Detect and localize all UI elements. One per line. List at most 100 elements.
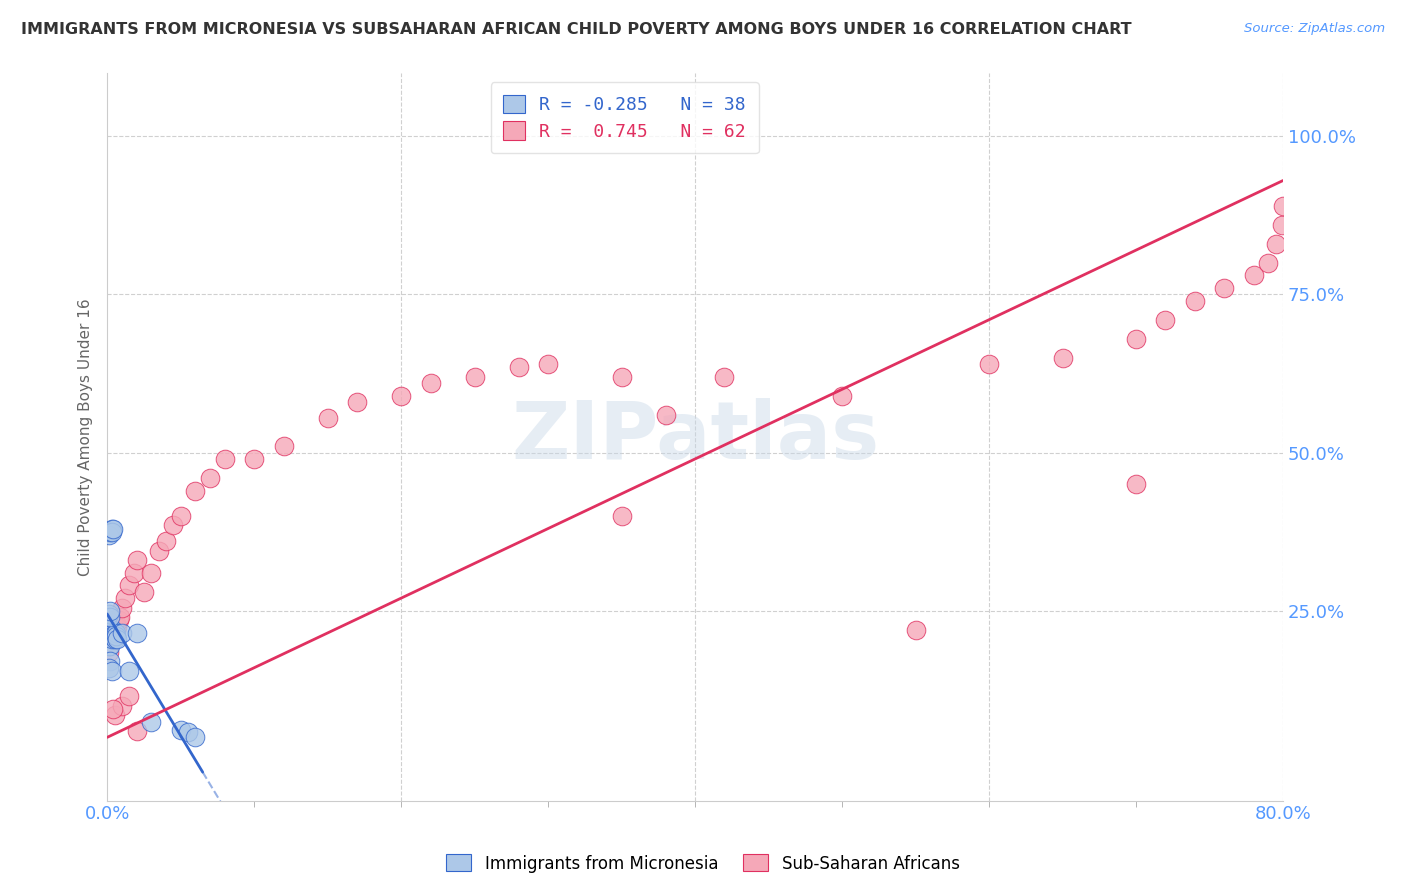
Point	[97, 629, 120, 643]
Point	[118, 578, 141, 592]
Point	[125, 626, 148, 640]
Point	[1264, 236, 1286, 251]
Point	[977, 357, 1000, 371]
Point	[1270, 218, 1292, 232]
Point	[177, 725, 200, 739]
Point	[831, 389, 853, 403]
Point	[100, 522, 122, 536]
Legend: Immigrants from Micronesia, Sub-Saharan Africans: Immigrants from Micronesia, Sub-Saharan …	[440, 847, 966, 880]
Point	[346, 395, 368, 409]
Point	[162, 518, 184, 533]
Point	[389, 389, 412, 403]
Point	[537, 357, 560, 371]
Point	[100, 623, 122, 637]
Point	[101, 626, 124, 640]
Point	[141, 714, 163, 729]
Y-axis label: Child Poverty Among Boys Under 16: Child Poverty Among Boys Under 16	[79, 298, 93, 575]
Point	[101, 629, 124, 643]
Point	[103, 708, 125, 723]
Point	[904, 623, 927, 637]
Point	[1125, 332, 1147, 346]
Point	[97, 661, 120, 675]
Point	[125, 553, 148, 567]
Point	[148, 543, 170, 558]
Point	[97, 626, 120, 640]
Point	[184, 731, 207, 745]
Point	[101, 623, 124, 637]
Point	[1184, 293, 1206, 308]
Point	[1052, 351, 1074, 365]
Point	[98, 623, 121, 637]
Point	[104, 616, 127, 631]
Point	[610, 508, 633, 523]
Point	[100, 632, 122, 647]
Point	[97, 528, 120, 542]
Point	[273, 439, 295, 453]
Point	[508, 360, 530, 375]
Point	[98, 629, 121, 643]
Point	[98, 655, 121, 669]
Point	[464, 369, 486, 384]
Point	[101, 522, 124, 536]
Point	[98, 604, 121, 618]
Point	[98, 524, 121, 539]
Point	[111, 698, 134, 713]
Point	[98, 626, 121, 640]
Point	[107, 632, 129, 647]
Point	[103, 626, 125, 640]
Point	[101, 613, 124, 627]
Point	[1272, 199, 1295, 213]
Point	[100, 626, 122, 640]
Point	[118, 664, 141, 678]
Point	[111, 600, 134, 615]
Point	[101, 702, 124, 716]
Point	[103, 632, 125, 647]
Point	[419, 376, 441, 390]
Text: IMMIGRANTS FROM MICRONESIA VS SUBSAHARAN AFRICAN CHILD POVERTY AMONG BOYS UNDER : IMMIGRANTS FROM MICRONESIA VS SUBSAHARAN…	[21, 22, 1132, 37]
Point	[103, 626, 125, 640]
Point	[111, 626, 134, 640]
Text: Source: ZipAtlas.com: Source: ZipAtlas.com	[1244, 22, 1385, 36]
Point	[132, 584, 155, 599]
Point	[184, 483, 207, 498]
Point	[97, 607, 120, 621]
Point	[155, 534, 177, 549]
Point	[107, 619, 129, 633]
Point	[713, 369, 735, 384]
Point	[169, 723, 191, 737]
Point	[103, 629, 125, 643]
Point	[98, 626, 121, 640]
Point	[98, 635, 121, 649]
Legend: R = -0.285   N = 38, R =  0.745   N = 62: R = -0.285 N = 38, R = 0.745 N = 62	[491, 82, 758, 153]
Point	[654, 408, 676, 422]
Point	[1125, 477, 1147, 491]
Point	[104, 626, 127, 640]
Point	[110, 610, 132, 624]
Point	[198, 471, 221, 485]
Point	[122, 566, 145, 580]
Point	[118, 690, 141, 704]
Point	[1154, 312, 1177, 326]
Point	[214, 452, 236, 467]
Point	[97, 639, 120, 653]
Point	[103, 629, 125, 643]
Point	[100, 524, 122, 539]
Point	[97, 632, 120, 647]
Point	[100, 629, 122, 643]
Point	[100, 623, 122, 637]
Point	[100, 632, 122, 647]
Point	[243, 452, 266, 467]
Point	[101, 623, 124, 637]
Text: ZIPatlas: ZIPatlas	[510, 398, 879, 475]
Point	[1257, 256, 1279, 270]
Point	[104, 623, 127, 637]
Point	[169, 508, 191, 523]
Point	[100, 664, 122, 678]
Point	[114, 591, 136, 606]
Point	[141, 566, 163, 580]
Point	[98, 639, 121, 653]
Point	[100, 626, 122, 640]
Point	[108, 613, 131, 627]
Point	[104, 629, 127, 643]
Point	[1213, 281, 1236, 295]
